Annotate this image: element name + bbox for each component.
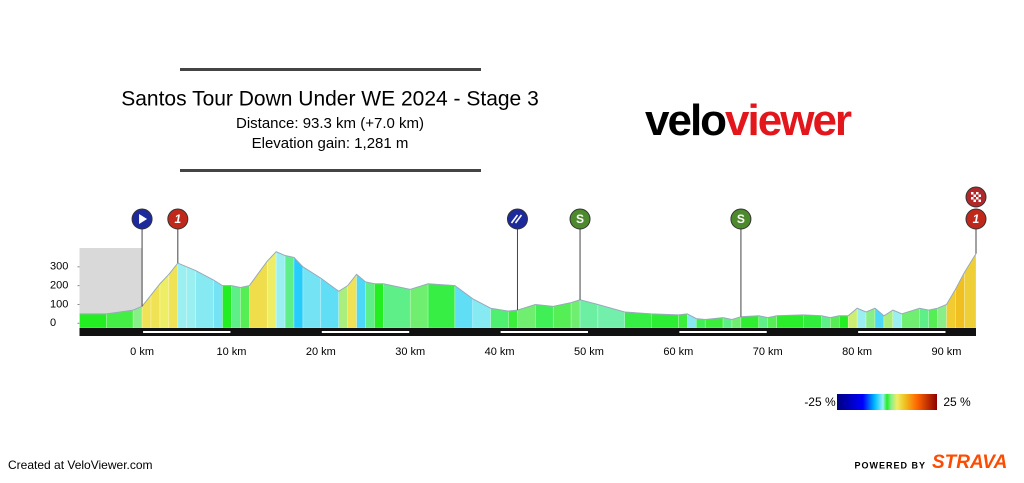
marker-label: 1 <box>973 212 980 226</box>
marker-glyph <box>973 194 976 197</box>
profile-segment <box>874 307 885 329</box>
marker-glyph <box>971 192 974 195</box>
profile-segment <box>338 285 348 329</box>
x-tick-label: 30 km <box>395 346 425 358</box>
profile-segment <box>919 307 929 329</box>
marker-glyph <box>139 214 148 224</box>
marker-label: S <box>576 212 584 226</box>
axis-stripe <box>500 331 588 333</box>
profile-segment <box>213 279 223 329</box>
profile-segment <box>740 315 760 329</box>
profile-segment <box>177 262 188 329</box>
profile-segment <box>222 285 232 329</box>
y-tick-label: 100 <box>50 298 68 310</box>
x-tick-label: 70 km <box>753 346 783 358</box>
y-tick-label: 300 <box>50 261 68 273</box>
marker-label: S <box>737 212 745 226</box>
profile-segment <box>240 285 250 329</box>
profile-segment <box>517 304 536 329</box>
axis-stripe <box>321 331 410 333</box>
strava: STRAVA <box>932 452 1007 473</box>
legend-gradient <box>837 394 937 410</box>
profile-segment <box>266 251 277 329</box>
x-tick-label: 10 km <box>216 346 246 358</box>
marker-icon <box>730 208 752 230</box>
profile-segment <box>374 283 384 329</box>
profile-segment <box>195 270 214 329</box>
marker-glyph <box>976 192 979 195</box>
profile-segment <box>946 288 956 329</box>
profile-line <box>79 251 977 321</box>
legend-max: 25 % <box>943 395 971 409</box>
profile-segment <box>570 299 581 329</box>
profile-segment <box>695 318 706 329</box>
profile-segment <box>535 304 554 329</box>
marker-icon <box>167 208 189 230</box>
profile-segment <box>928 307 938 329</box>
x-tick-label: 90 km <box>932 346 962 358</box>
profile-segment <box>383 283 411 329</box>
profile-segment <box>275 251 286 329</box>
profile-segment <box>651 313 679 329</box>
distance: Distance: 93.3 km (+7.0 km) <box>236 115 424 132</box>
profile-segment <box>678 313 688 329</box>
axis-stripe <box>858 331 946 333</box>
rule <box>180 68 481 71</box>
y-tick-label: 200 <box>50 280 68 292</box>
marker-glyph <box>976 197 979 200</box>
profile-segment <box>624 311 652 329</box>
credit: Created at VeloViewer.com <box>8 458 153 472</box>
marker-glyph <box>978 194 981 197</box>
x-tick-label: 80 km <box>842 346 872 358</box>
profile-segment <box>150 283 161 329</box>
profile-segment <box>79 313 107 329</box>
profile-segment <box>231 285 241 329</box>
profile-segment <box>552 302 572 329</box>
profile-segment <box>427 283 456 329</box>
marker-glyph <box>971 197 974 200</box>
marker-icon <box>569 208 591 230</box>
profile-segment <box>776 314 804 329</box>
marker-glyph <box>510 214 519 224</box>
profile-segment <box>964 252 977 329</box>
axis-stripe <box>143 331 231 333</box>
profile-segment <box>508 309 518 329</box>
profile-segment <box>284 255 295 329</box>
marker-glyph <box>978 199 981 202</box>
profile-segment <box>347 273 357 329</box>
profile-segment <box>847 307 858 329</box>
axis-stripe <box>679 331 767 333</box>
logo: veloviewer <box>645 96 852 145</box>
profile-segment <box>320 277 339 329</box>
rule <box>180 169 481 172</box>
x-tick-label: 20 km <box>306 346 336 358</box>
profile-segment <box>249 260 268 329</box>
x-tick-label: 50 km <box>574 346 604 358</box>
marker-glyph <box>973 199 976 202</box>
marker-label: 1 <box>174 212 181 226</box>
logo-part: viewer <box>725 96 852 145</box>
marker-glyph <box>514 214 523 224</box>
x-tick-label: 0 km <box>130 346 154 358</box>
profile-segment <box>838 315 849 329</box>
profile-segment <box>365 281 375 329</box>
logo-part: velo <box>645 96 726 145</box>
y-tick-label: 0 <box>50 317 56 329</box>
powered-by: POWERED BY <box>854 460 926 470</box>
x-tick-label: 40 km <box>485 346 515 358</box>
profile-segment <box>293 256 304 329</box>
x-tick-label: 60 km <box>663 346 693 358</box>
profile-segment <box>409 283 429 329</box>
marker-icon <box>965 208 987 230</box>
profile-segment <box>803 314 822 329</box>
profile-segment <box>356 273 366 329</box>
elevation-gain: Elevation gain: 1,281 m <box>252 135 409 152</box>
chart-title: Santos Tour Down Under WE 2024 - Stage 3 <box>121 88 539 111</box>
legend-min: -25 % <box>804 395 836 409</box>
profile-segment <box>186 266 196 329</box>
profile-segment <box>490 307 509 329</box>
